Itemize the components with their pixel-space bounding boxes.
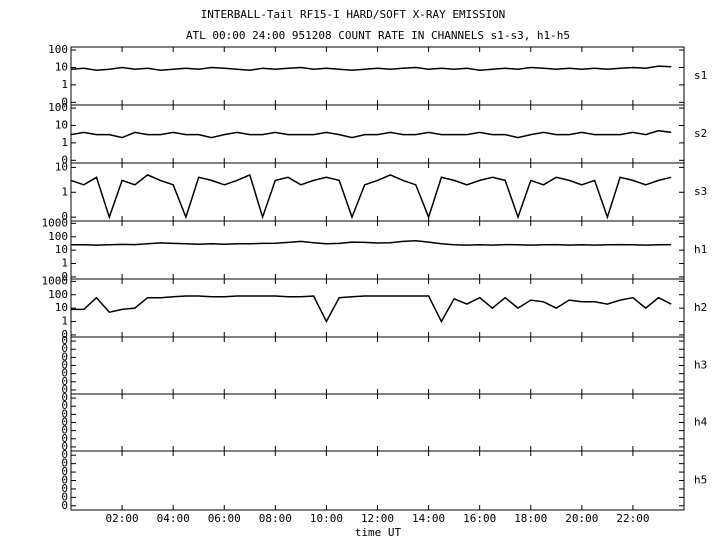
y-tick-label: 0 [61,328,68,341]
x-tick-label: 16:00 [463,512,496,525]
y-tick-label: 0 [61,334,68,347]
y-tick-label: 10 [55,243,68,256]
y-tick-label: 1 [61,136,68,149]
data-line [70,173,672,220]
y-tick-label: 0 [61,448,68,461]
y-tick-label: 1000 [42,216,69,229]
y-tick-label: 0 [61,482,68,495]
y-tick-label: 0 [61,465,68,478]
data-line [70,65,672,71]
y-tick-label: 10 [55,301,68,314]
channel-label: h1 [694,243,707,256]
x-axis-label: time UT [355,526,402,539]
panel-frame [70,162,685,222]
x-tick-label: 04:00 [157,512,190,525]
panel-frame [70,393,685,452]
y-tick-label: 0 [61,95,68,108]
y-tick-label: 10 [55,160,68,173]
y-tick-label: 0 [61,499,68,512]
y-tick-label: 1 [61,78,68,91]
y-tick-label: 1 [61,185,68,198]
channel-label: h4 [694,416,708,429]
y-tick-label: 1000 [42,274,69,287]
channel-label: h3 [694,359,707,372]
y-tick-label: 0 [61,350,68,363]
y-tick-label: 1 [61,257,68,270]
x-tick-label: 20:00 [565,512,598,525]
data-line [71,295,672,324]
y-tick-label: 100 [48,101,68,114]
y-tick-label: 100 [48,43,68,56]
y-tick-label: 0 [61,359,68,372]
x-tick-label: 22:00 [616,512,649,525]
panel-frame [70,450,685,511]
x-tick-label: 12:00 [361,512,394,525]
x-tick-label: 06:00 [208,512,241,525]
channel-label: h5 [694,474,707,487]
y-tick-label: 10 [55,60,68,73]
x-tick-label: 14:00 [412,512,445,525]
x-tick-label: 18:00 [514,512,547,525]
chart-title: INTERBALL-Tail RF15-I HARD/SOFT X-RAY EM… [201,8,506,21]
channel-label: h2 [694,301,707,314]
y-tick-label: 0 [61,457,68,470]
y-tick-label: 0 [61,375,68,388]
y-tick-label: 0 [61,367,68,380]
y-tick-label: 0 [61,432,68,445]
panel-frame [70,220,685,280]
panel-frame [70,336,685,395]
y-tick-label: 10 [55,118,68,131]
y-tick-label: 0 [61,153,68,166]
channel-label: s1 [694,69,707,82]
y-tick-label: 0 [61,416,68,429]
data-line [70,129,672,139]
chart-subtitle: ATL 00:00 24:00 951208 COUNT RATE IN CHA… [186,29,570,42]
panel-frame [70,46,685,106]
y-tick-label: 0 [61,490,68,503]
x-tick-label: 08:00 [259,512,292,525]
y-tick-label: 100 [48,288,68,301]
channel-label: s2 [694,127,707,140]
panel-frame [70,278,685,338]
y-tick-label: 0 [61,399,68,412]
y-tick-label: 0 [61,424,68,437]
y-tick-label: 1 [61,315,68,328]
y-tick-label: 0 [61,440,68,453]
y-tick-label: 100 [48,230,68,243]
y-tick-label: 0 [61,342,68,355]
y-tick-label: 0 [61,210,68,223]
y-tick-label: 0 [61,407,68,420]
y-tick-label: 0 [61,270,68,283]
y-tick-label: 0 [61,391,68,404]
x-tick-label: 10:00 [310,512,343,525]
channel-label: s3 [694,185,707,198]
x-tick-label: 02:00 [106,512,139,525]
data-line [71,240,672,246]
y-tick-label: 0 [61,474,68,487]
y-tick-label: 0 [61,383,68,396]
